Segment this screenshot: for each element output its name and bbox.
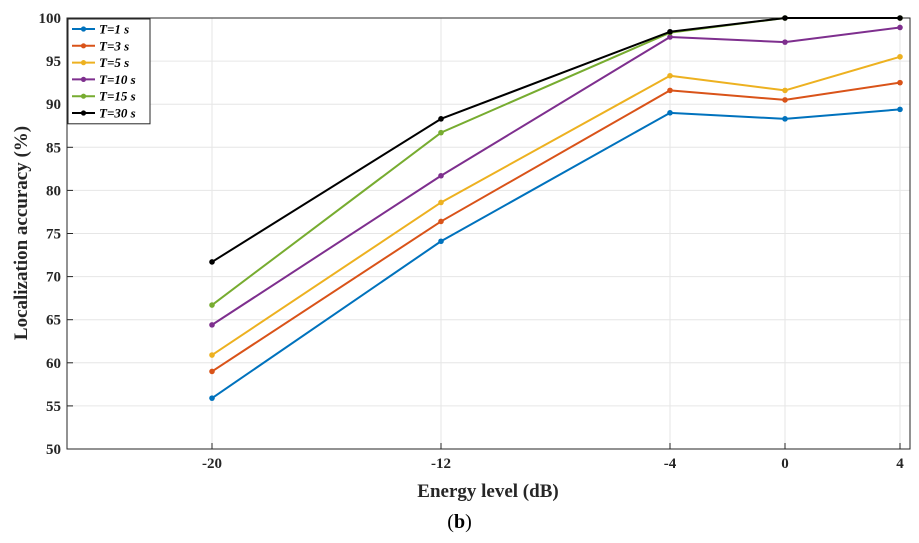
y-tick-label: 95	[46, 54, 61, 70]
legend-swatch-marker	[80, 76, 87, 82]
data-point	[897, 15, 903, 21]
data-point	[782, 97, 788, 103]
y-axis-label: Localization accuracy (%)	[11, 126, 32, 340]
y-axis: 50 55 60 65 70 75 80 85 90 95 100	[39, 11, 73, 458]
caption-open-paren: (	[447, 511, 454, 533]
legend-entry: T=1 s	[99, 22, 129, 37]
x-tick-label: 0	[781, 456, 789, 472]
series-lines	[209, 15, 903, 401]
legend-swatch-marker	[80, 60, 87, 66]
legend-entry: T=10 s	[99, 72, 136, 87]
data-point	[438, 218, 444, 225]
data-point	[667, 72, 673, 79]
data-point	[782, 87, 788, 94]
y-tick-label: 90	[46, 97, 61, 113]
legend-entry: T=5 s	[99, 55, 129, 70]
data-point	[897, 79, 903, 86]
data-point	[897, 24, 903, 31]
x-axis: -20 -12 -4 0 4	[202, 443, 904, 472]
legend-swatch-marker	[80, 93, 87, 99]
x-axis-label: Energy level (dB)	[417, 481, 558, 502]
data-point	[209, 368, 215, 375]
caption-close-paren: )	[465, 511, 472, 533]
legend-swatch-marker	[80, 26, 87, 32]
data-point	[667, 110, 673, 116]
legend-box	[67, 18, 151, 125]
y-tick-label: 75	[46, 227, 61, 243]
data-point	[667, 34, 673, 40]
data-point	[209, 302, 215, 308]
x-tick-label: -12	[431, 456, 451, 472]
data-point	[209, 322, 215, 328]
data-point	[438, 238, 444, 245]
data-point	[209, 352, 215, 358]
legend-entry: T=15 s	[99, 89, 136, 104]
data-point	[897, 106, 903, 113]
y-tick-label: 80	[46, 183, 61, 199]
legend: T=1 sT=3 s T=5 s T=10 s T=15 s T=30 s	[67, 18, 151, 125]
data-point	[782, 39, 788, 45]
x-tick-label: -4	[664, 456, 677, 472]
x-tick-label: -20	[202, 456, 222, 472]
y-tick-label: 85	[46, 140, 61, 156]
y-tick-label: 70	[46, 270, 61, 286]
x-tick-label: 4	[896, 456, 904, 472]
data-point	[667, 87, 673, 94]
legend-entry: T=30 s	[99, 106, 136, 121]
legend-swatch-marker	[80, 43, 87, 49]
data-point	[782, 15, 788, 21]
data-point	[438, 129, 444, 136]
y-tick-label: 100	[39, 11, 62, 27]
y-tick-label: 55	[46, 399, 61, 415]
data-point	[438, 172, 444, 179]
figure-caption: (b)	[0, 511, 919, 534]
legend-entry: T=3 s	[99, 38, 129, 53]
data-point	[209, 259, 215, 265]
data-point	[897, 53, 903, 60]
y-tick-label: 50	[46, 442, 61, 458]
y-tick-label: 65	[46, 313, 61, 329]
y-tick-label: 60	[46, 356, 61, 372]
data-point	[209, 395, 215, 401]
caption-letter: b	[453, 511, 466, 533]
data-point	[667, 28, 673, 35]
data-point	[782, 116, 788, 122]
data-point	[438, 199, 444, 206]
legend-swatch-marker	[80, 110, 87, 116]
data-point	[438, 116, 444, 122]
